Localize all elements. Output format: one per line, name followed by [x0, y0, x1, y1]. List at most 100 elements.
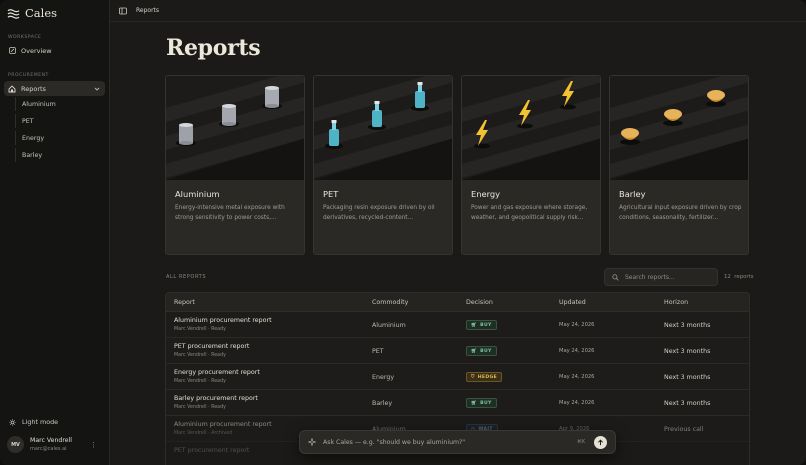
more-vertical-icon[interactable]: ⋮ — [90, 441, 97, 449]
all-reports-label: ALL REPORTS — [166, 274, 207, 280]
report-name: Barley procurement report — [174, 395, 258, 402]
aluminium-cans-illustration — [166, 76, 304, 180]
table-row[interactable]: PET procurement report Marc Vendrell · R… — [166, 338, 749, 364]
table-row[interactable]: Aluminium procurement report Marc Vendre… — [166, 312, 749, 338]
report-updated: May 24, 2026 — [559, 400, 595, 406]
waves-logo-icon — [7, 8, 20, 19]
card-description: Agricultural input exposure driven by cr… — [619, 205, 742, 221]
user-profile[interactable]: MV Marc Vendrell marc@cales.ai ⋮ — [7, 436, 105, 453]
overview-icon — [8, 47, 16, 55]
table-row[interactable]: Barley procurement report Marc Vendrell … — [166, 390, 749, 416]
decision-badge: ⛉ HEDGE — [466, 372, 502, 382]
table-row[interactable]: Energy procurement report Marc Vendrell … — [166, 364, 749, 390]
sidebar: Cales WORKSPACE Overview PROCUREMENT Rep… — [0, 0, 110, 465]
breadcrumb: Reports — [136, 7, 160, 14]
shield-icon: ⛉ — [471, 375, 475, 380]
report-commodity: Aluminium — [372, 322, 406, 329]
main-content: Reports Aluminiu — [110, 22, 806, 465]
card-description: Packaging resin exposure driven by oil d… — [323, 205, 435, 221]
card-description: Power and gas exposure where storage, we… — [471, 205, 588, 221]
report-card-aluminium[interactable]: Aluminium Energy-intensive metal exposur… — [165, 75, 305, 255]
report-commodity: Barley — [372, 400, 393, 407]
decision-badge: 🛒︎ BUY — [466, 320, 497, 330]
report-meta: Marc Vendrell · Ready — [174, 353, 227, 358]
report-name: PET procurement report — [174, 447, 250, 454]
report-card-energy[interactable]: Energy Power and gas exposure where stor… — [461, 75, 601, 255]
sidebar-item-barley[interactable]: Barley — [15, 148, 103, 162]
report-horizon: Next 3 months — [664, 374, 711, 381]
sidebar-item-energy[interactable]: Energy — [15, 131, 103, 145]
report-name: PET procurement report — [174, 343, 250, 350]
column-header-commodity[interactable]: Commodity — [372, 299, 409, 306]
sidebar-item-reports[interactable]: Reports — [4, 81, 105, 96]
top-bar: Reports — [110, 0, 806, 22]
report-meta: Marc Vendrell · Archived — [174, 431, 233, 436]
search-placeholder: Search reports... — [625, 273, 675, 281]
report-commodity: PET — [372, 348, 384, 355]
report-card-pet[interactable]: PET Packaging resin exposure driven by o… — [313, 75, 453, 255]
report-horizon: Next 3 months — [664, 348, 711, 355]
report-horizon: Next 3 months — [664, 400, 711, 407]
user-name: Marc Vendrell — [30, 437, 72, 444]
app-logo[interactable]: Cales — [7, 6, 57, 20]
report-updated: Apr 9, 2026 — [559, 426, 590, 432]
pet-bottles-illustration — [314, 76, 452, 180]
app-name: Cales — [25, 6, 58, 20]
sidebar-item-aluminium[interactable]: Aluminium — [15, 97, 103, 111]
report-name: Energy procurement report — [174, 369, 260, 376]
report-horizon: Previous call — [664, 426, 704, 433]
card-title: Barley — [619, 189, 646, 199]
arrow-up-icon — [598, 439, 603, 446]
send-button[interactable] — [594, 436, 607, 449]
decision-badge: 🛒︎ BUY — [466, 398, 497, 408]
reports-count-unit: reports — [734, 274, 754, 280]
ask-cales-input[interactable]: Ask Cales — e.g. "should we buy aluminiu… — [299, 430, 616, 454]
sidebar-toggle-icon[interactable] — [119, 7, 127, 15]
report-name: Aluminium procurement report — [174, 317, 272, 324]
report-meta: Marc Vendrell · Ready — [174, 405, 227, 410]
report-card-barley[interactable]: Barley Agricultural input exposure drive… — [609, 75, 749, 255]
chevron-down-icon[interactable] — [94, 86, 100, 92]
column-header-updated[interactable]: Updated — [559, 299, 586, 306]
report-updated: May 24, 2026 — [559, 374, 595, 380]
column-header-decision[interactable]: Decision — [466, 299, 493, 306]
card-description: Energy-intensive metal exposure with str… — [175, 205, 285, 221]
sidebar-item-overview-label: Overview — [21, 46, 52, 55]
light-mode-label: Light mode — [22, 418, 59, 426]
card-title: Aluminium — [175, 189, 220, 199]
search-reports-input[interactable]: Search reports... — [604, 268, 718, 286]
sun-icon — [9, 418, 16, 426]
cart-icon: 🛒︎ — [471, 322, 478, 328]
report-commodity: Energy — [372, 374, 395, 381]
report-name: Aluminium procurement report — [174, 421, 272, 428]
workspace-section-label: WORKSPACE — [8, 35, 42, 40]
sidebar-item-pet[interactable]: PET — [15, 114, 103, 128]
report-meta: Marc Vendrell · Ready — [174, 379, 227, 384]
ask-cales-placeholder: Ask Cales — e.g. "should we buy aluminiu… — [323, 438, 466, 446]
procurement-section-label: PROCUREMENT — [8, 73, 49, 78]
report-meta: Marc Vendrell · Ready — [174, 327, 227, 332]
search-icon — [612, 273, 619, 281]
reports-count-number: 12 — [724, 274, 731, 280]
reports-count: 12 reports — [724, 274, 754, 280]
reports-icon — [8, 84, 16, 93]
avatar: MV — [7, 436, 24, 453]
column-header-report[interactable]: Report — [174, 299, 195, 306]
report-commodity: Aluminium — [372, 426, 406, 433]
report-horizon: Next 3 months — [664, 322, 711, 329]
table-header: Report Commodity Decision Updated Horizo… — [166, 293, 749, 312]
page-title: Reports — [166, 35, 261, 61]
cart-icon: 🛒︎ — [471, 348, 478, 354]
sidebar-item-overview[interactable]: Overview — [4, 43, 105, 58]
cart-icon: 🛒︎ — [471, 400, 478, 406]
card-title: PET — [323, 189, 339, 199]
energy-bolts-illustration — [462, 76, 600, 180]
sparkle-icon — [308, 438, 316, 446]
barley-grain-illustration — [610, 76, 748, 180]
light-mode-toggle[interactable]: Light mode — [9, 418, 58, 426]
decision-badge: 🛒︎ BUY — [466, 346, 497, 356]
clock-icon: ◷ — [471, 426, 476, 432]
card-title: Energy — [471, 189, 501, 199]
column-header-horizon[interactable]: Horizon — [664, 299, 689, 306]
